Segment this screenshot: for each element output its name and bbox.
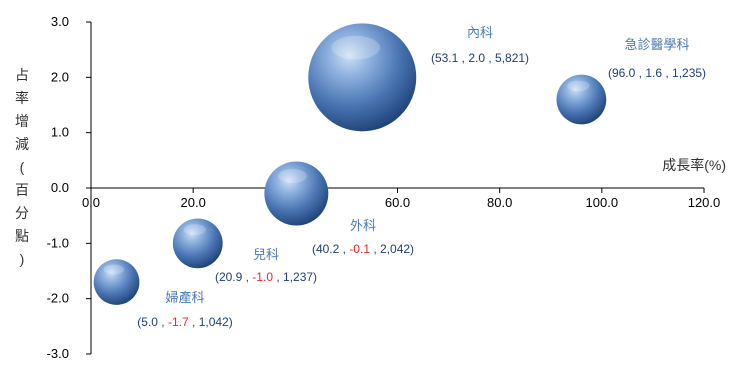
bubble-highlight <box>103 264 125 275</box>
bubble-name-label: 內科 <box>467 25 493 40</box>
y-value: 2.0 <box>468 51 485 65</box>
x-value: 53.1 <box>435 51 459 65</box>
x-value: 20.9 <box>219 270 243 284</box>
y-axis-title: 占率增減(百分點) <box>15 67 29 267</box>
x-tick-label: 100.0 <box>586 195 619 210</box>
x-value: 40.2 <box>316 242 340 256</box>
bubble-highlight <box>183 224 206 236</box>
bubble-name-label: 急診醫學科 <box>624 37 689 52</box>
y-value: -1.0 <box>252 270 273 284</box>
bubble-3 <box>264 161 329 226</box>
x-tick-label: 80.0 <box>487 195 512 210</box>
x-tick-label: 120.0 <box>688 195 721 210</box>
y-tick-label: -2.0 <box>47 291 69 306</box>
y-tick-label: 0.0 <box>51 180 69 195</box>
y-tick-label: 2.0 <box>51 69 69 84</box>
bubble-name-label: 兒科 <box>253 247 279 262</box>
size-value: 2,042 <box>380 242 410 256</box>
x-tick-label: 60.0 <box>385 195 410 210</box>
x-tick-label: 20.0 <box>181 195 206 210</box>
y-tick-label: -3.0 <box>47 346 69 361</box>
y-tick-label: -1.0 <box>47 235 69 250</box>
bubble-value-label: (96.0 , 1.6 , 1,235) <box>608 66 706 80</box>
y-tick-label: 3.0 <box>51 14 69 29</box>
bubble-value-label: (40.2 , -0.1 , 2,042) <box>312 242 414 256</box>
bubble-name-label: 外科 <box>350 218 376 233</box>
bubble-value-label: (20.9 , -1.0 , 1,237) <box>215 270 317 284</box>
bubble-5 <box>93 259 140 305</box>
size-value: 5,821 <box>495 51 525 65</box>
bubble-highlight <box>567 80 590 92</box>
y-value: -0.1 <box>349 242 370 256</box>
bubble-value-label: (5.0 , -1.7 , 1,042) <box>137 315 232 329</box>
x-tick-label: 0.0 <box>82 195 100 210</box>
y-value: -1.7 <box>168 315 189 329</box>
bubble-4 <box>172 218 223 269</box>
x-value: 96.0 <box>612 66 636 80</box>
y-tick-label: 1.0 <box>51 125 69 140</box>
bubble-value-label: (53.1 , 2.0 , 5,821) <box>431 51 529 65</box>
bubble-highlight <box>331 35 381 60</box>
y-value: 1.6 <box>645 66 662 80</box>
size-value: 1,042 <box>199 315 229 329</box>
size-value: 1,237 <box>283 270 313 284</box>
bubble-name-label: 婦產科 <box>165 290 204 305</box>
bubble-highlight <box>278 168 307 183</box>
bubble-2 <box>556 74 607 125</box>
x-axis-title: 成長率(%) <box>662 157 726 173</box>
x-value: 5.0 <box>141 315 158 329</box>
size-value: 1,235 <box>672 66 702 80</box>
bubble-1 <box>308 23 417 132</box>
